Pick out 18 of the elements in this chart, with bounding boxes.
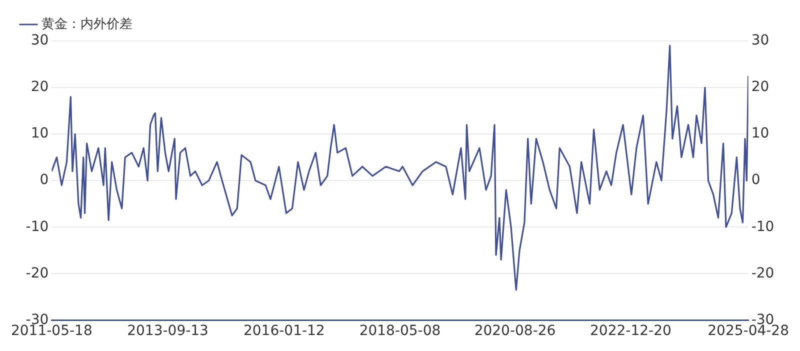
x-tick-label: 2022-12-20: [590, 323, 672, 340]
y-tick-label: 0: [40, 172, 49, 188]
legend-label: 黄金：内外价差: [42, 16, 132, 32]
y-tick-label: 10: [30, 126, 49, 142]
y2-tick-label: -20: [751, 265, 774, 282]
y2-tick-label: 0: [751, 172, 760, 188]
y2-tick-label: 30: [751, 32, 770, 49]
x-tick-label: 2020-08-26: [474, 323, 556, 340]
y2-tick-label: 10: [751, 126, 770, 142]
y-tick-label: -20: [26, 265, 49, 282]
y2-tick-label: -10: [751, 218, 774, 235]
y-tick-label: -10: [26, 218, 49, 235]
x-tick-label: 2018-05-08: [359, 323, 441, 340]
y-tick-label: 30: [30, 32, 49, 49]
x-tick-label: 2013-09-13: [127, 323, 208, 340]
x-tick-label: 2016-01-12: [243, 323, 325, 340]
y-tick-label: 20: [30, 79, 49, 96]
y2-tick-label: 20: [751, 79, 770, 96]
